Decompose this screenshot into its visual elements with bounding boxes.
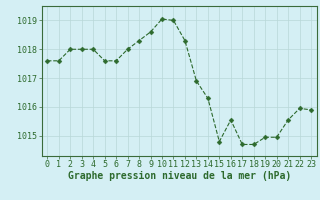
X-axis label: Graphe pression niveau de la mer (hPa): Graphe pression niveau de la mer (hPa) (68, 171, 291, 181)
